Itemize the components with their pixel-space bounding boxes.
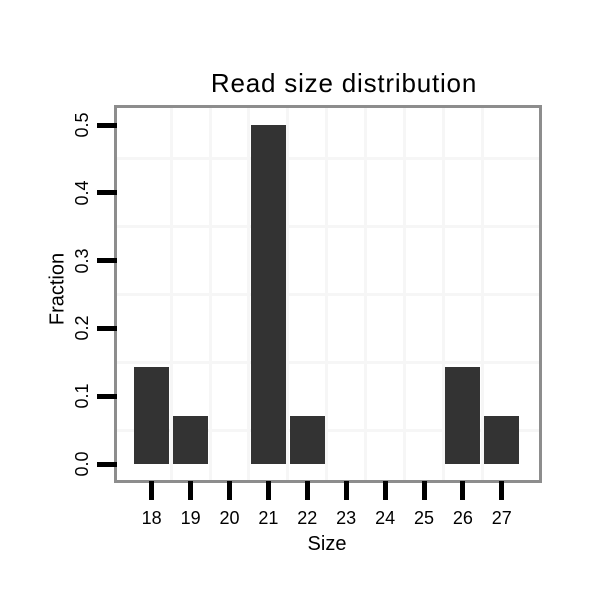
bar-size-18 — [134, 367, 170, 464]
x-tick — [227, 481, 232, 500]
y-tick — [97, 190, 117, 196]
x-tick-label: 18 — [141, 508, 162, 528]
x-tick — [265, 481, 271, 500]
x-tick — [149, 481, 155, 500]
x-tick — [421, 481, 427, 500]
chart-title: Read size distribution — [210, 68, 478, 98]
y-tick-label: 0.4 — [72, 180, 92, 206]
bar-size-27 — [484, 415, 520, 464]
y-tick-label: 0.2 — [72, 315, 92, 341]
x-tick — [304, 481, 310, 500]
x-tick — [460, 481, 466, 500]
x-tick-label: 20 — [219, 508, 240, 528]
x-tick — [499, 481, 505, 500]
x-tick-label: 21 — [258, 508, 279, 528]
minor-gridline-horizontal — [117, 225, 539, 229]
bar-size-21 — [250, 125, 286, 464]
minor-gridline-horizontal — [117, 360, 539, 364]
x-tick-label: 23 — [336, 508, 357, 528]
x-tick — [188, 481, 194, 500]
x-tick-label: 27 — [491, 508, 512, 528]
y-tick — [97, 461, 117, 467]
y-tick-label: 0.5 — [72, 112, 92, 138]
x-axis-title: Size — [307, 533, 347, 555]
y-tick-label: 0.3 — [72, 248, 92, 274]
bar-size-26 — [445, 367, 481, 464]
y-tick — [97, 393, 117, 399]
bar-size-19 — [173, 415, 209, 464]
x-tick-label: 25 — [413, 508, 435, 528]
minor-gridline-horizontal — [117, 157, 539, 161]
y-tick — [97, 325, 117, 331]
y-tick-label: 0.1 — [72, 383, 92, 409]
plot-panel — [114, 105, 542, 483]
x-tick — [343, 481, 349, 500]
x-tick — [382, 481, 388, 500]
x-tick-label: 26 — [452, 508, 473, 528]
y-axis-title: Fraction — [46, 252, 69, 326]
x-tick-label: 24 — [375, 508, 396, 528]
x-tick-label: 22 — [297, 508, 318, 528]
y-tick-label: 0.0 — [72, 451, 92, 477]
x-tick-label: 19 — [180, 508, 201, 528]
y-tick — [97, 122, 117, 128]
y-tick — [97, 258, 117, 264]
minor-gridline-horizontal — [117, 293, 539, 296]
bar-size-22 — [289, 415, 325, 464]
minor-gridline-horizontal — [117, 428, 539, 432]
